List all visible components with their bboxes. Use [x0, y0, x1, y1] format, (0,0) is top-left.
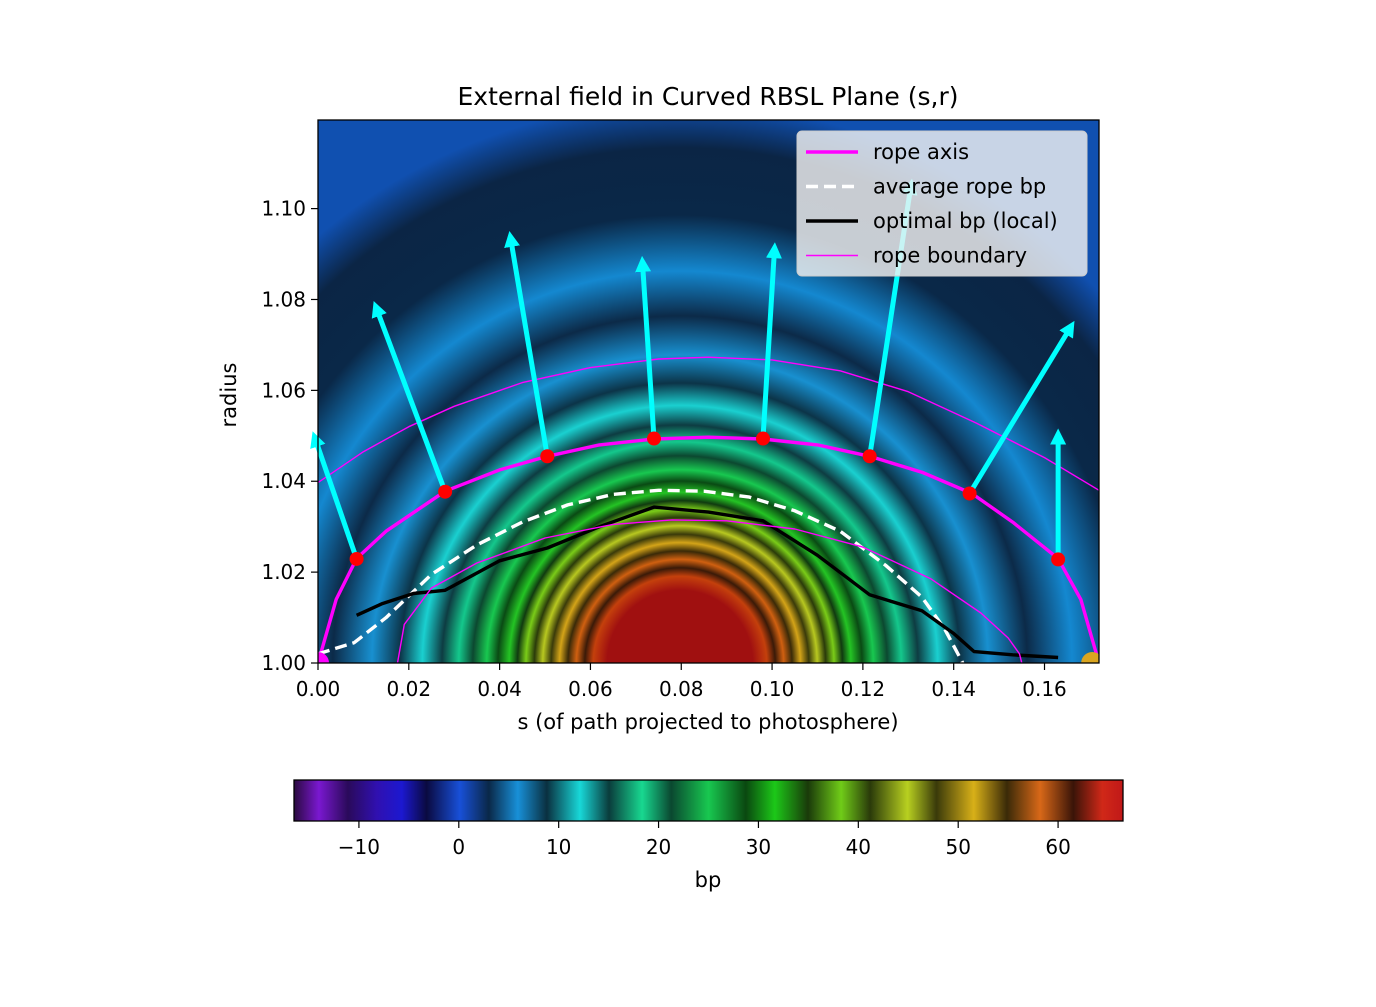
x-tick-label: 0.08 [659, 677, 704, 701]
colorbar-tick-label: 30 [746, 835, 771, 859]
colorbar-label: bp [695, 868, 722, 892]
point-layer [318, 431, 1099, 663]
series-line-rope-axis [318, 435, 1099, 663]
y-tick-label: 1.10 [261, 197, 306, 221]
legend-box [796, 130, 1088, 277]
legend-label-rope-axis: rope axis [873, 140, 969, 164]
colorbar-gradient [293, 779, 1124, 822]
legend-label-average-rope-bp: average rope bp [873, 175, 1046, 199]
field-arrow [967, 320, 1075, 495]
axis-point [438, 484, 453, 499]
plot-frame [317, 119, 1100, 664]
colorbar-tick-label: 20 [646, 835, 671, 859]
x-tick-label: 0.04 [477, 677, 522, 701]
x-tick-label: 0.10 [750, 677, 795, 701]
x-tick-label: 0.02 [387, 677, 432, 701]
colorbar-tick-label: 50 [945, 835, 970, 859]
axis-point [540, 449, 555, 464]
colorbar-tick-label: 0 [452, 835, 465, 859]
field-arrow [310, 431, 359, 560]
axis-point [349, 551, 364, 566]
x-axis: 0.00 0.02 0.04 0.06 0.08 0.10 0.12 0.14 0.16 [296, 663, 1067, 701]
axis-point [862, 449, 877, 464]
x-tick-label: 0.06 [568, 677, 613, 701]
series-line-inner-boundary [396, 519, 1023, 663]
x-tick-label: 0.12 [841, 677, 886, 701]
x-axis-label: s (of path projected to photosphere) [517, 710, 898, 734]
axis-point [962, 486, 977, 501]
y-tick-label: 1.06 [261, 378, 306, 402]
colorbar-ticks: −10 0 10 20 30 40 50 60 [338, 821, 1071, 859]
series-line-average-rope-bp [318, 488, 965, 663]
axis-point [647, 431, 662, 446]
chart-title: External field in Curved RBSL Plane (s,r… [458, 82, 959, 111]
y-tick-label: 1.04 [261, 469, 306, 493]
colorbar-tick-label: 60 [1045, 835, 1070, 859]
series-line-optimal-bp-local [355, 505, 1059, 660]
legend-label-rope-boundary: rope boundary [873, 244, 1027, 268]
field-arrow [371, 300, 448, 493]
footpoint-left [318, 652, 329, 663]
legend: rope axis average rope bp optimal bp (loca… [796, 130, 1088, 277]
footpoint-right [1081, 652, 1099, 663]
y-tick-label: 1.08 [261, 287, 306, 311]
legend-label-optimal-bp-local: optimal bp (local) [873, 209, 1058, 233]
axis-point [1051, 552, 1066, 567]
y-axis-label: radius [217, 363, 241, 428]
colorbar-tick-label: −10 [338, 835, 380, 859]
x-tick-label: 0.16 [1022, 677, 1067, 701]
y-axis: 1.00 1.02 1.04 1.06 1.08 1.10 [261, 197, 318, 675]
series-line-rope-boundary [318, 356, 1099, 491]
field-arrow [635, 255, 657, 439]
x-tick-label: 0.14 [931, 677, 976, 701]
y-tick-label: 1.00 [261, 651, 306, 675]
field-arrow [760, 242, 782, 439]
x-tick-label: 0.00 [296, 677, 341, 701]
y-tick-label: 1.02 [261, 560, 306, 584]
colorbar: −10 0 10 20 30 40 50 60 bp [293, 779, 1124, 892]
field-arrow [504, 230, 550, 457]
colorbar-tick-label: 40 [846, 835, 871, 859]
axis-point [755, 431, 770, 446]
colorbar-tick-label: 10 [546, 835, 571, 859]
data-layer [318, 356, 1099, 663]
